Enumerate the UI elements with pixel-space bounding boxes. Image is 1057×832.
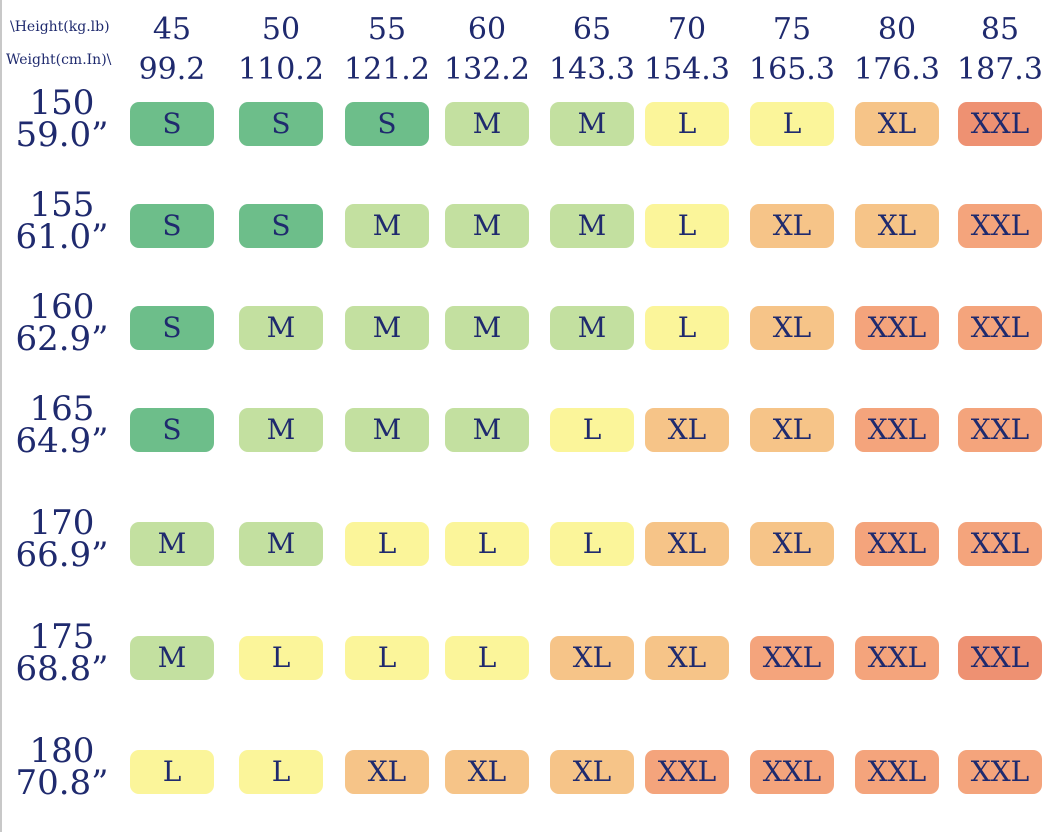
column-header-lb: 110.2 xyxy=(238,52,324,87)
size-cell: M xyxy=(445,102,529,146)
size-cell: XL xyxy=(645,408,729,452)
size-cell: XXL xyxy=(645,750,729,794)
size-cell: XXL xyxy=(750,636,834,680)
size-cell: XXL xyxy=(855,636,939,680)
row-header-cm: 165 xyxy=(29,389,95,429)
column-header-lb: 132.2 xyxy=(444,52,530,87)
column-header-kg: 60 xyxy=(467,12,507,47)
size-cell: L xyxy=(239,750,323,794)
row-header-in: 61.0” xyxy=(15,217,109,257)
size-cell: L xyxy=(550,408,634,452)
size-cell: XXL xyxy=(958,204,1042,248)
size-cell: L xyxy=(445,522,529,566)
size-cell: XL xyxy=(550,750,634,794)
column-header-kg: 80 xyxy=(877,12,917,47)
size-cell: XL xyxy=(750,204,834,248)
size-cell: XXL xyxy=(958,750,1042,794)
size-cell: S xyxy=(130,408,214,452)
row-header-cm: 160 xyxy=(29,287,95,327)
size-cell: S xyxy=(345,102,429,146)
size-cell: S xyxy=(130,306,214,350)
size-cell: L xyxy=(130,750,214,794)
column-header-kg: 65 xyxy=(572,12,612,47)
size-cell: XL xyxy=(855,204,939,248)
size-cell: M xyxy=(130,636,214,680)
size-cell: XL xyxy=(750,306,834,350)
size-cell: XL xyxy=(550,636,634,680)
column-header-kg: 85 xyxy=(980,12,1020,47)
row-header-cm: 150 xyxy=(29,83,95,123)
size-cell: XXL xyxy=(855,306,939,350)
column-header-kg: 75 xyxy=(772,12,812,47)
column-header-kg: 70 xyxy=(667,12,707,47)
corner-label-weight: Weight(cm.In)\ xyxy=(6,52,112,68)
size-cell: XL xyxy=(645,636,729,680)
size-cell: M xyxy=(445,306,529,350)
size-cell: S xyxy=(239,102,323,146)
column-header-kg: 50 xyxy=(261,12,301,47)
size-cell: XL xyxy=(445,750,529,794)
size-cell: M xyxy=(345,306,429,350)
size-cell: XXL xyxy=(855,408,939,452)
column-header-lb: 165.3 xyxy=(749,52,835,87)
size-cell: M xyxy=(445,408,529,452)
row-header-cm: 155 xyxy=(29,185,95,225)
column-header-lb: 187.3 xyxy=(957,52,1043,87)
size-cell: M xyxy=(550,306,634,350)
row-header-in: 68.8” xyxy=(15,649,109,689)
size-cell: L xyxy=(750,102,834,146)
column-header-kg: 45 xyxy=(152,12,192,47)
column-header-lb: 99.2 xyxy=(138,52,206,87)
size-cell: M xyxy=(345,204,429,248)
row-header-in: 62.9” xyxy=(15,319,109,359)
column-header-lb: 176.3 xyxy=(854,52,940,87)
row-header-in: 70.8” xyxy=(15,763,109,803)
size-cell: M xyxy=(239,522,323,566)
size-cell: XXL xyxy=(855,750,939,794)
size-cell: XL xyxy=(855,102,939,146)
row-header-cm: 170 xyxy=(29,503,95,543)
size-cell: M xyxy=(445,204,529,248)
column-header-lb: 143.3 xyxy=(549,52,635,87)
size-cell: L xyxy=(345,636,429,680)
size-cell: M xyxy=(130,522,214,566)
corner-label-height: \Height(kg.lb) xyxy=(10,19,110,35)
size-cell: M xyxy=(550,102,634,146)
size-cell: XXL xyxy=(958,522,1042,566)
size-cell: S xyxy=(130,204,214,248)
row-header-cm: 180 xyxy=(29,731,95,771)
size-cell: S xyxy=(239,204,323,248)
size-cell: M xyxy=(239,306,323,350)
left-border xyxy=(0,0,2,832)
column-header-kg: 55 xyxy=(367,12,407,47)
size-cell: M xyxy=(345,408,429,452)
size-cell: XXL xyxy=(958,408,1042,452)
size-cell: L xyxy=(239,636,323,680)
size-cell: M xyxy=(239,408,323,452)
column-header-lb: 154.3 xyxy=(644,52,730,87)
size-cell: L xyxy=(645,204,729,248)
size-cell: M xyxy=(550,204,634,248)
row-header-in: 64.9” xyxy=(15,421,109,461)
size-cell: XL xyxy=(345,750,429,794)
size-cell: L xyxy=(645,306,729,350)
size-cell: XL xyxy=(645,522,729,566)
size-cell: L xyxy=(645,102,729,146)
size-cell: L xyxy=(345,522,429,566)
row-header-cm: 175 xyxy=(29,617,95,657)
size-cell: S xyxy=(130,102,214,146)
column-header-lb: 121.2 xyxy=(344,52,430,87)
size-cell: XXL xyxy=(855,522,939,566)
size-cell: XL xyxy=(750,522,834,566)
size-cell: L xyxy=(550,522,634,566)
row-header-in: 66.9” xyxy=(15,535,109,575)
size-cell: XXL xyxy=(750,750,834,794)
size-cell: XL xyxy=(750,408,834,452)
size-cell: XXL xyxy=(958,636,1042,680)
size-cell: XXL xyxy=(958,102,1042,146)
size-cell: L xyxy=(445,636,529,680)
size-cell: XXL xyxy=(958,306,1042,350)
row-header-in: 59.0” xyxy=(15,115,109,155)
